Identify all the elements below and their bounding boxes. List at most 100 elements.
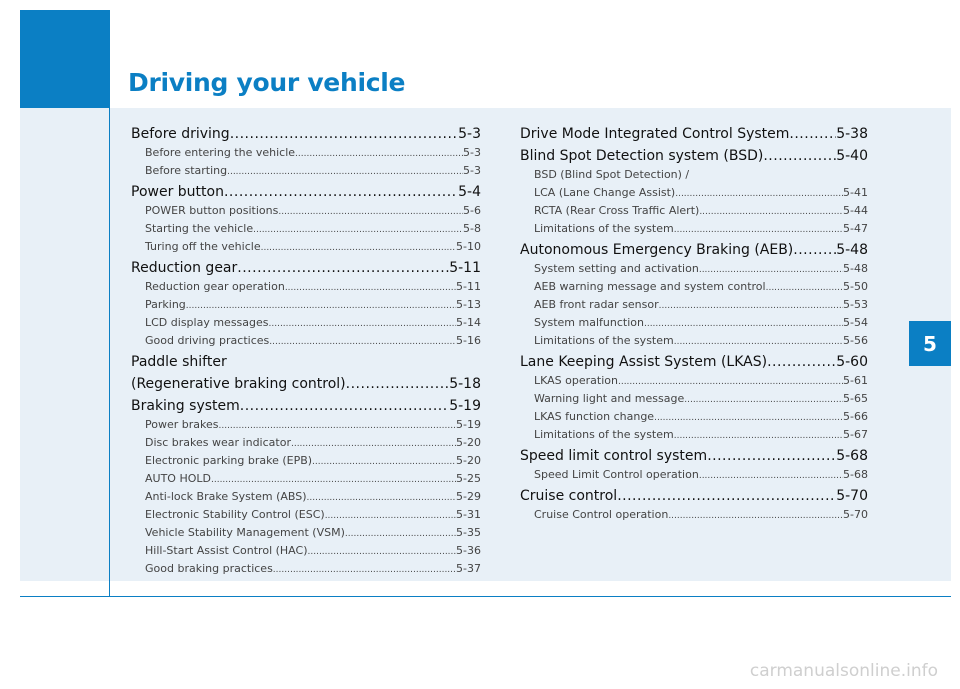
toc-page-number: 5-66 [843,410,868,423]
toc-subsection-entry[interactable]: Electronic parking brake (EPB) 5-20 [131,452,481,470]
toc-page-number: 5-11 [449,260,481,276]
toc-subsection-entry[interactable]: Warning light and message 5-65 [520,390,868,408]
toc-subsection-entry[interactable]: Reduction gear operation 5-11 [131,278,481,296]
toc-section-entry[interactable]: Braking system 5-19 [131,396,481,416]
toc-page-number: 5-37 [456,562,481,575]
toc-subsection-entry[interactable]: AEB front radar sensor 5-53 [520,296,868,314]
toc-page-number: 5-3 [463,164,481,177]
toc-section-entry[interactable]: Reduction gear 5-11 [131,258,481,278]
toc-leader-dots [224,182,458,202]
toc-page-number: 5-31 [456,508,481,521]
toc-leader-dots [684,390,843,409]
toc-page-number: 5-68 [843,468,868,481]
toc-subsection-entry[interactable]: System malfunction 5-54 [520,314,868,332]
toc-subsection-entry[interactable]: Vehicle Stability Management (VSM) 5-35 [131,524,481,542]
toc-leader-dots [295,144,463,163]
toc-subsection-entry[interactable]: Limitations of the system 5-47 [520,220,868,238]
toc-page-number: 5-61 [843,374,868,387]
toc-leader-dots [659,296,843,315]
toc-subsection-entry[interactable]: Electronic Stability Control (ESC) 5-31 [131,506,481,524]
toc-leader-dots [291,434,456,453]
toc-section-entry[interactable]: Lane Keeping Assist System (LKAS) 5-60 [520,352,868,372]
toc-entry-title: Autonomous Emergency Braking (AEB) [520,242,794,258]
toc-leader-dots [699,466,843,485]
toc-entry-title: Limitations of the system [534,222,674,235]
toc-subsection-entry[interactable]: LCD display messages 5-14 [131,314,481,332]
toc-page-number: 5-41 [843,186,868,199]
toc-subsection-entry[interactable]: System setting and activation 5-48 [520,260,868,278]
toc-leader-dots [218,416,456,435]
toc-subsection-entry[interactable]: AEB warning message and system control 5… [520,278,868,296]
toc-entry-title: Warning light and message [534,392,685,405]
toc-section-entry[interactable]: Drive Mode Integrated Control System 5-3… [520,124,868,144]
toc-section-entry[interactable]: Blind Spot Detection system (BSD) 5-40 [520,146,868,166]
toc-leader-dots [312,452,456,471]
toc-subsection-entry[interactable]: Good driving practices 5-16 [131,332,481,350]
toc-subsection-entry[interactable]: Good braking practices 5-37 [131,560,481,578]
toc-section-entry[interactable]: Autonomous Emergency Braking (AEB) 5-48 [520,240,868,260]
toc-leader-dots [763,146,836,166]
toc-entry-title: System malfunction [534,316,644,329]
toc-subsection-entry[interactable]: Hill-Start Assist Control (HAC) 5-36 [131,542,481,560]
toc-leader-dots [674,426,843,445]
toc-entry-title: Drive Mode Integrated Control System [520,126,790,142]
toc-subsection-entry[interactable]: POWER button positions 5-6 [131,202,481,220]
toc-section-entry[interactable]: Before driving 5-3 [131,124,481,144]
toc-section-entry[interactable]: (Regenerative braking control) 5-18 [131,374,481,394]
toc-page-number: 5-56 [843,334,868,347]
toc-page-number: 5-3 [463,146,481,159]
toc-leader-dots [345,524,456,543]
chapter-tab[interactable]: 5 [909,321,951,366]
toc-leader-dots [253,220,463,239]
toc-subsection-entry[interactable]: Turing off the vehicle 5-10 [131,238,481,256]
toc-subsection-entry[interactable]: Starting the vehicle 5-8 [131,220,481,238]
toc-leader-dots [346,374,450,394]
toc-page-number: 5-44 [843,204,868,217]
toc-section-entry[interactable]: Paddle shifter [131,352,481,372]
toc-leader-dots [644,314,843,333]
toc-entry-title: Good driving practices [145,334,270,347]
toc-entry-title: Electronic Stability Control (ESC) [145,508,325,521]
toc-subsection-entry[interactable]: Power brakes 5-19 [131,416,481,434]
toc-leader-dots [654,408,843,427]
toc-page-number: 5-65 [843,392,868,405]
toc-subsection-entry[interactable]: Speed Limit Control operation 5-68 [520,466,868,484]
toc-subsection-entry[interactable]: AUTO HOLD 5-25 [131,470,481,488]
toc-page-number: 5-14 [456,316,481,329]
toc-entry-title: Lane Keeping Assist System (LKAS) [520,354,768,370]
toc-entry-title: LKAS operation [534,374,618,387]
toc-leader-dots [186,296,456,315]
toc-subsection-entry[interactable]: RCTA (Rear Cross Traffic Alert) 5-44 [520,202,868,220]
toc-section-entry[interactable]: Cruise control 5-70 [520,486,868,506]
toc-leader-dots [767,352,836,372]
toc-leader-dots [227,162,463,181]
toc-entry-title: Starting the vehicle [145,222,254,235]
toc-subsection-entry[interactable]: LKAS operation 5-61 [520,372,868,390]
toc-leader-dots [793,240,836,260]
header: Driving your vehicle [109,10,951,108]
toc-leader-dots [675,184,843,203]
toc-page-number: 5-53 [843,298,868,311]
toc-subsection-entry[interactable]: Anti-lock Brake System (ABS) 5-29 [131,488,481,506]
toc-subsection-entry[interactable]: Cruise Control operation 5-70 [520,506,868,524]
toc-subsection-entry[interactable]: Before entering the vehicle 5-3 [131,144,481,162]
toc-subsection-entry[interactable]: BSD (Blind Spot Detection) / [520,166,868,184]
toc-page-number: 5-19 [449,398,481,414]
toc-subsection-entry[interactable]: Before starting 5-3 [131,162,481,180]
toc-entry-title: Vehicle Stability Management (VSM) [145,526,345,539]
toc-subsection-entry[interactable]: Disc brakes wear indicator 5-20 [131,434,481,452]
toc-section-entry[interactable]: Power button 5-4 [131,182,481,202]
toc-subsection-entry[interactable]: Limitations of the system 5-56 [520,332,868,350]
toc-subsection-entry[interactable]: LKAS function change 5-66 [520,408,868,426]
horizontal-divider [20,596,951,597]
toc-page-number: 5-54 [843,316,868,329]
toc-entry-title: LCA (Lane Change Assist) [534,186,676,199]
toc-subsection-entry[interactable]: Limitations of the system 5-67 [520,426,868,444]
toc-leader-dots [617,486,836,506]
toc-subsection-entry[interactable]: LCA (Lane Change Assist) 5-41 [520,184,868,202]
toc-section-entry[interactable]: Speed limit control system 5-68 [520,446,868,466]
toc-subsection-entry[interactable]: Parking 5-13 [131,296,481,314]
toc-leader-dots [668,506,843,525]
toc-leader-dots [230,124,458,144]
